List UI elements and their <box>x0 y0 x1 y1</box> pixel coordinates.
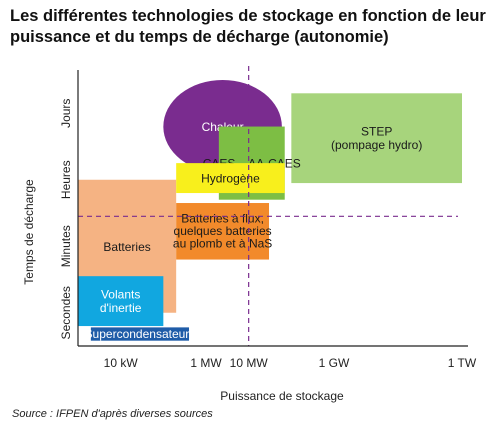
tick-labels: 10 kW 1 MW 10 MW 1 GW 1 TW Secondes Minutes Heu… <box>59 99 477 370</box>
y-tick-label-heures: Heures <box>59 160 73 199</box>
x-tick-label-10-kw: 10 kW <box>104 356 139 370</box>
x-tick-label-1-gw: 1 GW <box>319 356 350 370</box>
area-label-batteries-a-flux: Batteries à flux, quelques batteries au pl… <box>173 212 272 251</box>
area-supercondensateurs <box>90 327 190 341</box>
area-label-batteries: Batteries <box>103 240 150 254</box>
area-batteries-a-flux <box>176 203 270 260</box>
area-label-volants: Volants d'inertie <box>100 288 142 316</box>
area-label-supercondensateurs: Supercondensateurs <box>85 327 196 341</box>
area-step <box>291 93 462 184</box>
x-axis-label: Puissance de stockage <box>220 389 344 403</box>
x-tick-label-1-tw: 1 TW <box>448 356 477 370</box>
x-tick-label-10-mw: 10 MW <box>230 356 269 370</box>
area-hydrogene <box>176 163 285 194</box>
y-tick-label-minutes: Minutes <box>59 225 73 267</box>
axes <box>77 70 468 347</box>
chart-title: Les différentes technologies de stockage… <box>10 7 486 46</box>
area-label-hydrogene: Hydrogène <box>201 171 260 185</box>
y-tick-label-jours: Jours <box>59 99 73 128</box>
source-note: Source : IFPEN d'après diverses sources <box>12 408 213 420</box>
y-axis-label: Temps de décharge <box>22 179 36 285</box>
y-tick-label-secondes: Secondes <box>59 286 73 339</box>
x-tick-label-1-mw: 1 MW <box>190 356 222 370</box>
area-volants <box>78 276 164 327</box>
area-label-step: STEP (pompage hydro) <box>331 125 422 153</box>
reference-lines <box>78 66 458 346</box>
areas-layer: ChaleurSTEP(pompage hydro)CAES – AA-CAES… <box>78 80 462 341</box>
